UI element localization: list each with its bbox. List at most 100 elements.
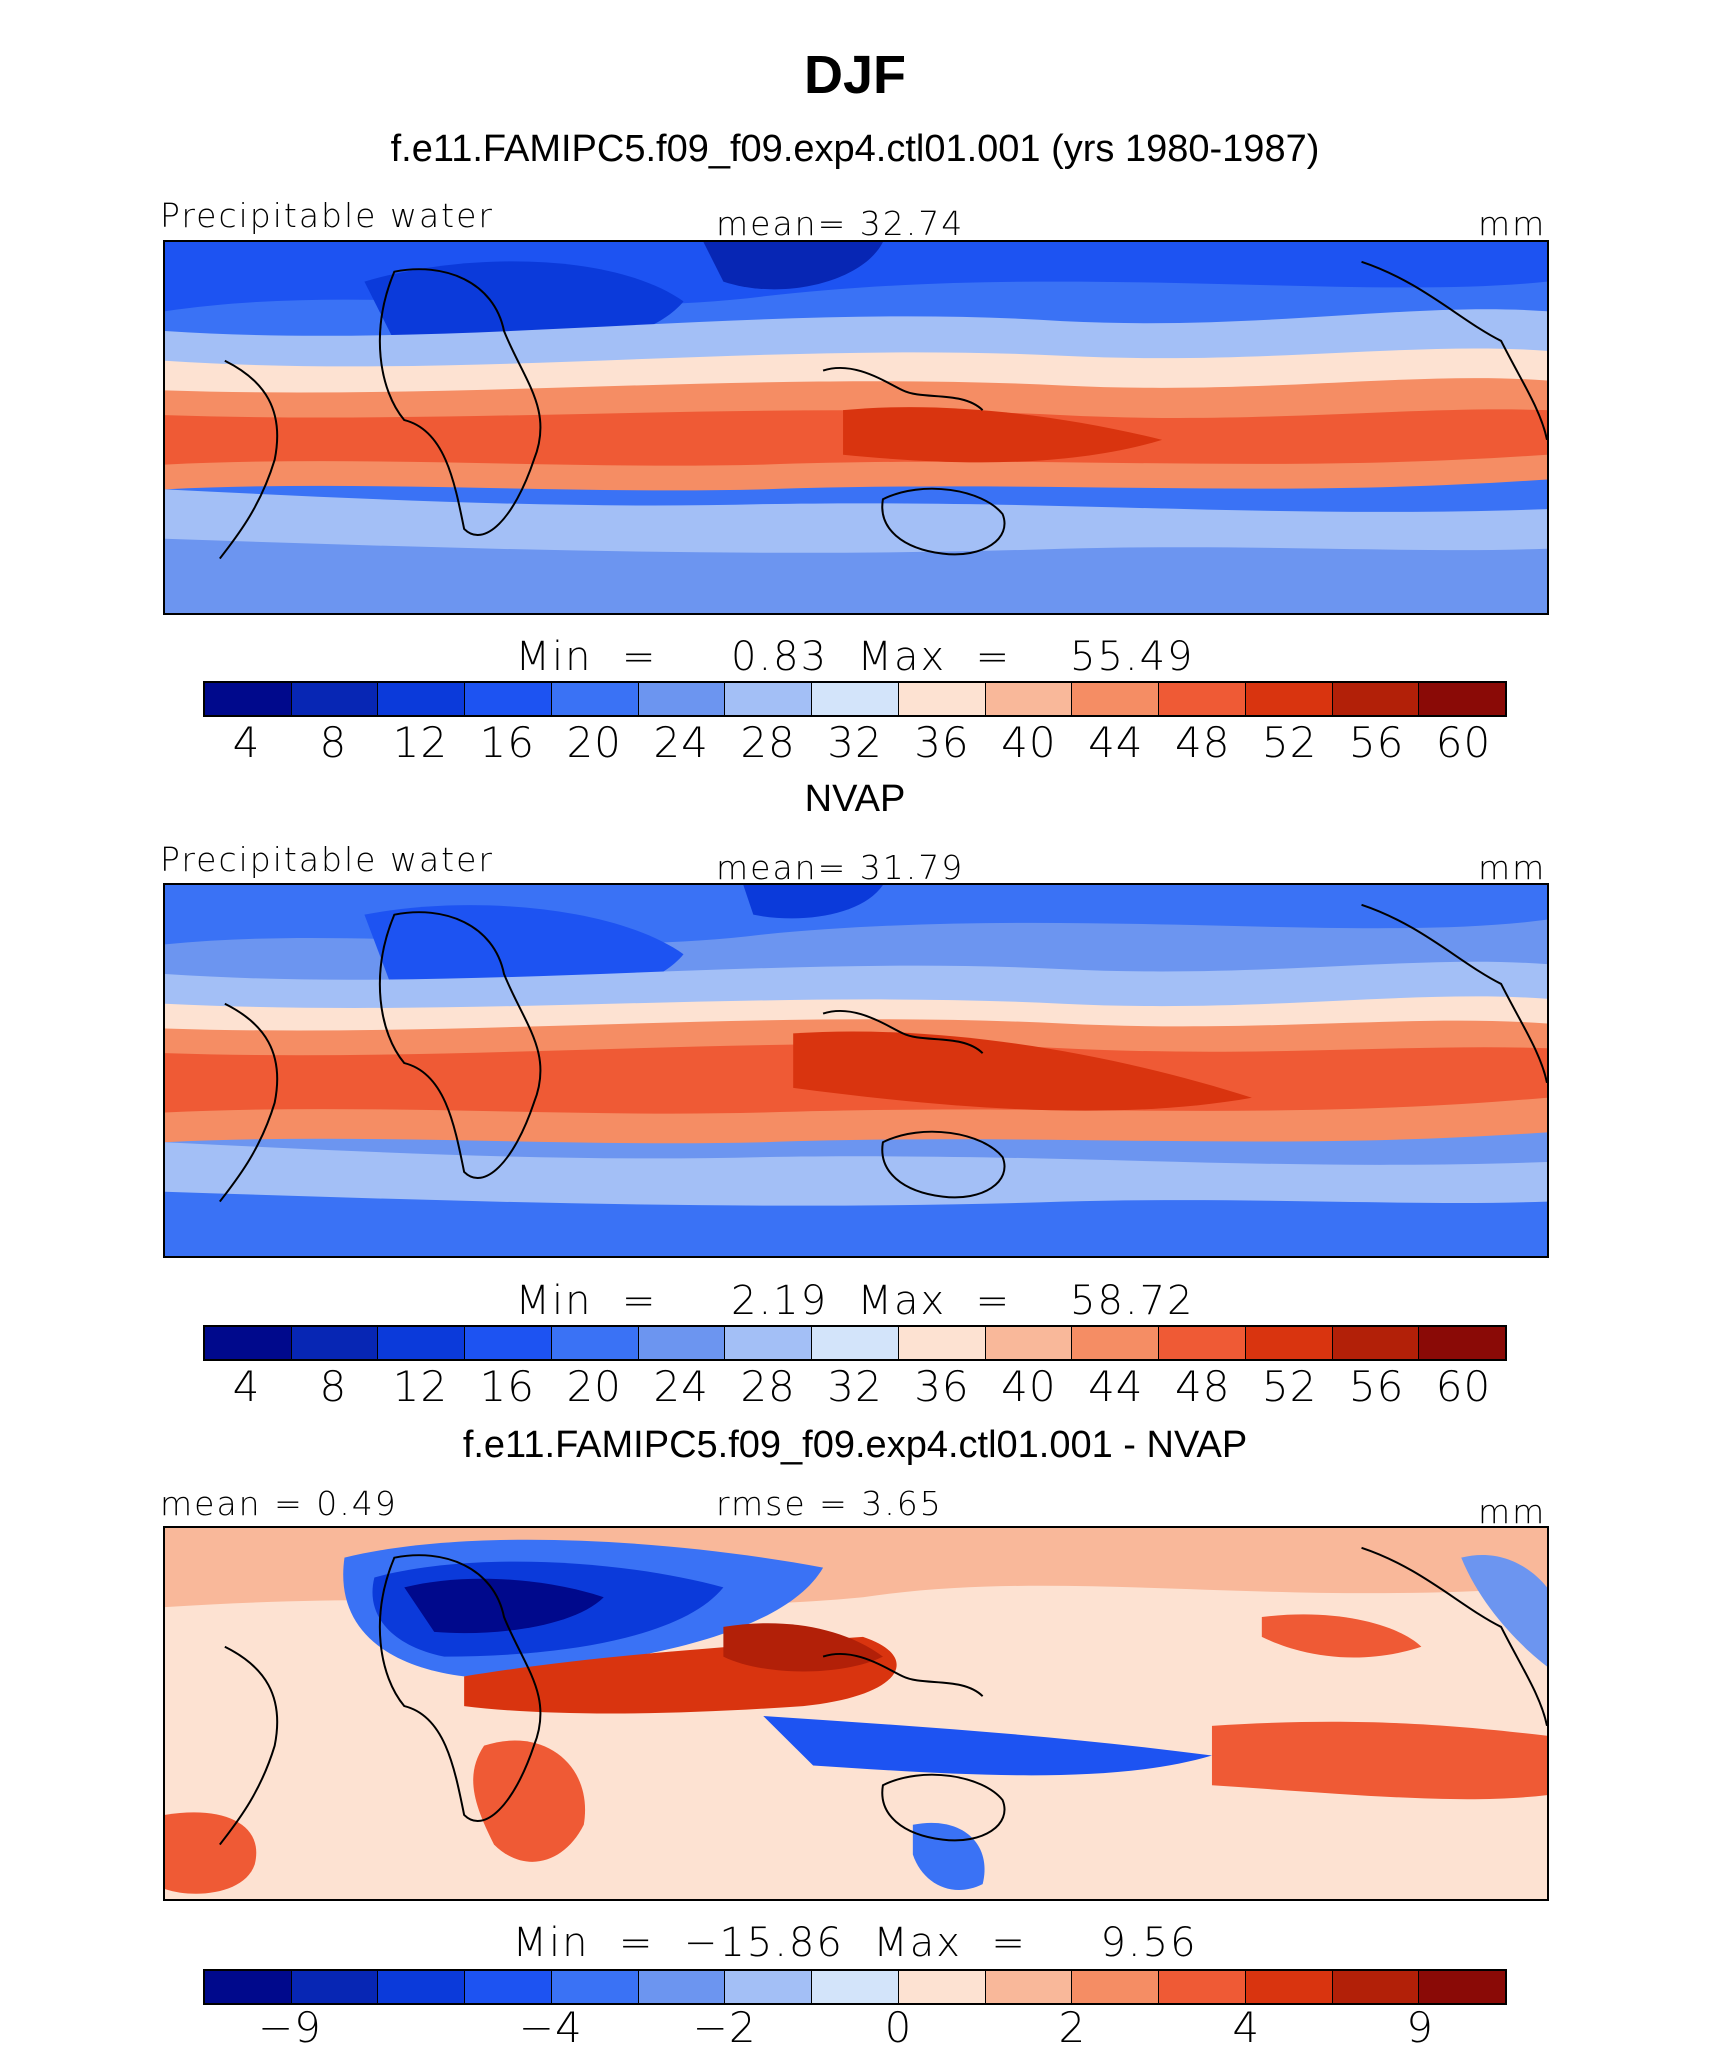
colorbar-box bbox=[1159, 683, 1246, 715]
colorbar-box bbox=[725, 683, 813, 715]
colorbar-box bbox=[725, 1327, 813, 1359]
colorbar-box bbox=[378, 683, 466, 715]
colorbar-tick-label: 16 bbox=[479, 1362, 535, 1411]
colorbar-tick-label: 32 bbox=[827, 718, 883, 767]
colorbar-box bbox=[1245, 1327, 1333, 1359]
colorbar-tick-label: 28 bbox=[740, 718, 796, 767]
panel3-map bbox=[163, 1526, 1549, 1901]
colorbar-tick-label: 36 bbox=[914, 718, 970, 767]
colorbar-box bbox=[291, 1971, 379, 2003]
panel2-units-label: mm bbox=[1478, 848, 1547, 887]
panel1-map bbox=[163, 240, 1549, 615]
colorbar-tick-label: 24 bbox=[653, 718, 709, 767]
panel2-map bbox=[163, 883, 1549, 1258]
colorbar-tick-label: 0 bbox=[884, 2003, 913, 2052]
colorbar-tick-label: 2 bbox=[1058, 2003, 1087, 2052]
colorbar-box bbox=[551, 1327, 639, 1359]
colorbar-box bbox=[551, 683, 639, 715]
panel1-minmax: Min = 0.83 Max = 55.49 bbox=[515, 634, 1195, 680]
panel2-variable-label: Precipitable water bbox=[160, 840, 494, 879]
colorbar-tick-label: 20 bbox=[566, 718, 622, 767]
colorbar-box bbox=[985, 683, 1073, 715]
colorbar-box bbox=[465, 1971, 552, 2003]
colorbar-box bbox=[1072, 683, 1160, 715]
colorbar-tick-label: 40 bbox=[1001, 1362, 1057, 1411]
colorbar-box bbox=[1245, 683, 1333, 715]
colorbar-box bbox=[812, 683, 899, 715]
colorbar-tick-label: 28 bbox=[740, 1362, 796, 1411]
colorbar-tick-label: 44 bbox=[1088, 718, 1144, 767]
colorbar-tick-label: 52 bbox=[1261, 1362, 1318, 1411]
colorbar-box bbox=[985, 1971, 1073, 2003]
colorbar-box bbox=[1332, 683, 1420, 715]
colorbar-box bbox=[291, 1327, 379, 1359]
colorbar-tick-label: 60 bbox=[1435, 1362, 1492, 1411]
panel1-title: f.e11.FAMIPC5.f09_f09.exp4.ctl01.001 (yr… bbox=[390, 128, 1320, 170]
colorbar-tick-label: 56 bbox=[1348, 718, 1405, 767]
colorbar-tick-label: 8 bbox=[319, 718, 348, 767]
colorbar-box bbox=[985, 1327, 1073, 1359]
panel1-mean-label: mean= 32.74 bbox=[716, 204, 965, 243]
panel2-colorbar-ticks: 4 8 12 16 20 24 28 32 36 40 44 48 52 56 60 bbox=[203, 1362, 1507, 1412]
colorbar-box bbox=[898, 683, 986, 715]
colorbar-box bbox=[1332, 1971, 1420, 2003]
colorbar-tick-label: 8 bbox=[319, 1362, 348, 1411]
colorbar-tick-label: 52 bbox=[1261, 718, 1318, 767]
colorbar-box bbox=[1419, 683, 1506, 715]
colorbar-box bbox=[638, 1327, 726, 1359]
colorbar-box bbox=[378, 1971, 466, 2003]
colorbar-tick-label: −9 bbox=[257, 2003, 322, 2052]
colorbar-box bbox=[638, 1971, 726, 2003]
colorbar-tick-label: 12 bbox=[392, 718, 449, 767]
panel3-units-label: mm bbox=[1478, 1492, 1547, 1531]
colorbar-box bbox=[551, 1971, 639, 2003]
colorbar-tick-label: 60 bbox=[1435, 718, 1492, 767]
panel3-rmse-label: rmse = 3.65 bbox=[716, 1484, 943, 1523]
panel2-colorbar bbox=[203, 1325, 1507, 1361]
colorbar-box bbox=[1159, 1971, 1246, 2003]
panel3-colorbar bbox=[203, 1969, 1507, 2005]
colorbar-box bbox=[812, 1971, 899, 2003]
colorbar-box bbox=[205, 1971, 292, 2003]
panel3-minmax: Min = −15.86 Max = 9.56 bbox=[512, 1920, 1198, 1966]
figure-title: DJF bbox=[803, 45, 906, 105]
colorbar-tick-label: 44 bbox=[1088, 1362, 1144, 1411]
colorbar-tick-label: 48 bbox=[1174, 1362, 1231, 1411]
colorbar-tick-label: 20 bbox=[566, 1362, 622, 1411]
colorbar-tick-label: 32 bbox=[827, 1362, 883, 1411]
colorbar-box bbox=[1072, 1327, 1160, 1359]
colorbar-tick-label: 36 bbox=[914, 1362, 970, 1411]
colorbar-box bbox=[638, 683, 726, 715]
colorbar-box bbox=[1159, 1327, 1246, 1359]
panel2-title: NVAP bbox=[804, 778, 906, 820]
colorbar-box bbox=[291, 683, 379, 715]
colorbar-box bbox=[1072, 1971, 1160, 2003]
colorbar-box bbox=[1419, 1327, 1506, 1359]
colorbar-box bbox=[378, 1327, 466, 1359]
colorbar-box bbox=[812, 1327, 899, 1359]
colorbar-tick-label: 4 bbox=[232, 1362, 261, 1411]
colorbar-box bbox=[205, 1327, 292, 1359]
colorbar-tick-label: 4 bbox=[1232, 2003, 1261, 2052]
colorbar-box bbox=[1245, 1971, 1333, 2003]
panel1-units-label: mm bbox=[1478, 204, 1547, 243]
panel3-colorbar-ticks: −9 −4 −2 0 2 4 9 bbox=[203, 2003, 1507, 2053]
colorbar-tick-label: 4 bbox=[232, 718, 261, 767]
panel3-mean-label: mean = 0.49 bbox=[160, 1484, 398, 1523]
colorbar-box bbox=[205, 683, 292, 715]
panel3-contour-field bbox=[165, 1528, 1547, 1899]
panel2-minmax: Min = 2.19 Max = 58.72 bbox=[515, 1278, 1195, 1324]
colorbar-tick-label: 48 bbox=[1174, 718, 1231, 767]
panel1-colorbar bbox=[203, 681, 1507, 717]
panel1-colorbar-ticks: 4 8 12 16 20 24 28 32 36 40 44 48 52 56 60 bbox=[203, 718, 1507, 768]
colorbar-tick-label: −2 bbox=[692, 2003, 757, 2052]
colorbar-box bbox=[1419, 1971, 1506, 2003]
colorbar-tick-label: 16 bbox=[479, 718, 535, 767]
colorbar-tick-label: −4 bbox=[518, 2003, 583, 2052]
colorbar-box bbox=[465, 683, 552, 715]
panel3-title: f.e11.FAMIPC5.f09_f09.exp4.ctl01.001 - N… bbox=[462, 1424, 1248, 1466]
colorbar-tick-label: 24 bbox=[653, 1362, 709, 1411]
colorbar-tick-label: 12 bbox=[392, 1362, 449, 1411]
colorbar-box bbox=[898, 1327, 986, 1359]
colorbar-tick-label: 9 bbox=[1406, 2003, 1434, 2052]
